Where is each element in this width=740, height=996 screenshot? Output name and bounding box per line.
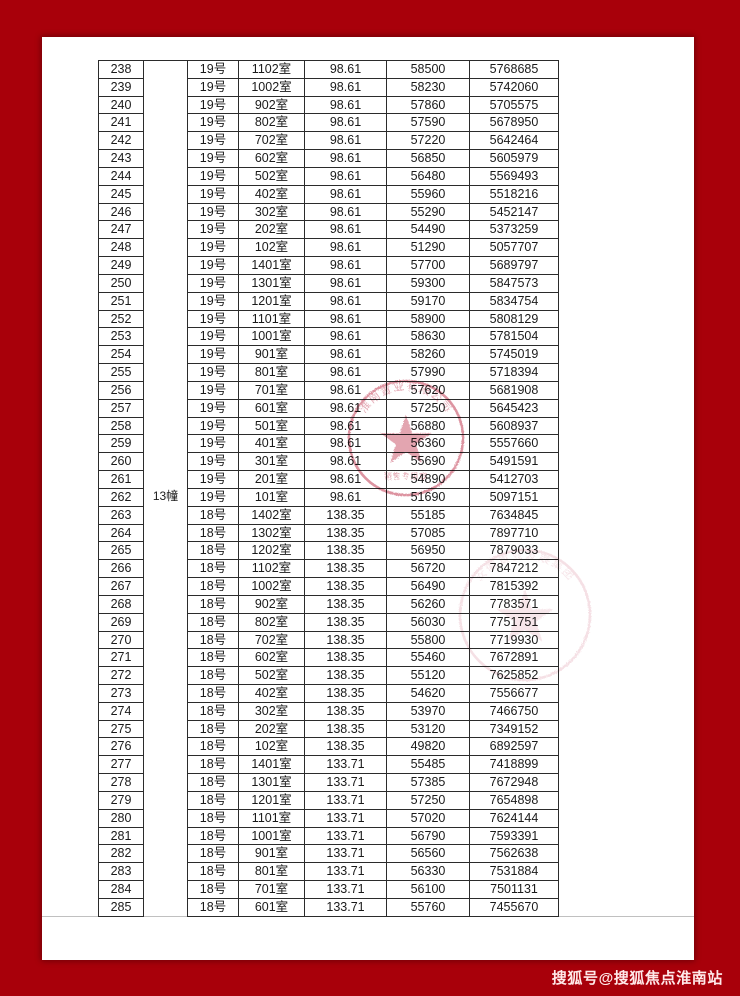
svg-text:安徽置业发展集团: 安徽置业发展集团 <box>472 548 578 584</box>
svg-text:淮南置业有限公司: 淮南置业有限公司 <box>357 379 455 415</box>
svg-text:销售专用章: 销售专用章 <box>384 471 428 481</box>
